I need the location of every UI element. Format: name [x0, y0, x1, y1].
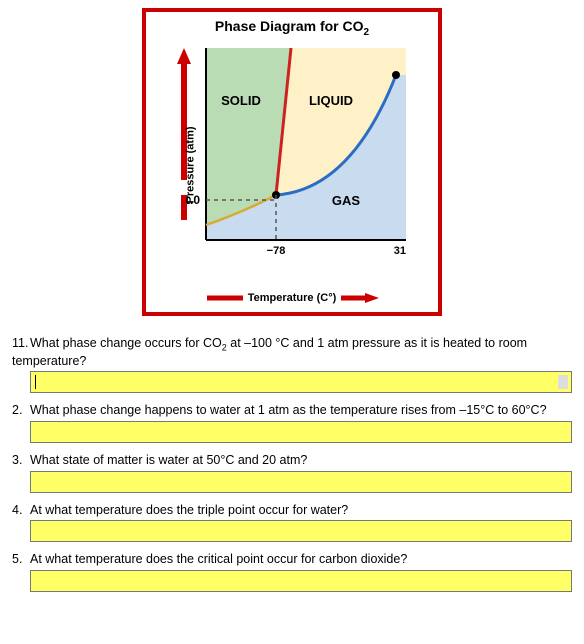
question-text: 4.At what temperature does the triple po…: [12, 503, 572, 519]
question-row: 4.At what temperature does the triple po…: [12, 503, 572, 543]
question-number: 11.: [12, 336, 30, 352]
question-text: 5.At what temperature does the critical …: [12, 552, 572, 568]
svg-text:LIQUID: LIQUID: [309, 93, 353, 108]
question-row: 2.What phase change happens to water at …: [12, 403, 572, 443]
x-axis-arrow-left: [205, 292, 245, 304]
question-number: 4.: [12, 503, 30, 519]
question-row: 11.What phase change occurs for CO2 at –…: [12, 336, 572, 393]
x-axis-arrow-right: [339, 292, 379, 304]
question-text: 11.What phase change occurs for CO2 at –…: [12, 336, 572, 369]
x-axis-label: Temperature (C°): [248, 292, 337, 304]
svg-text:SOLID: SOLID: [221, 93, 261, 108]
chart-area: SOLIDLIQUIDGAS 1.0−7831 Pressure (atm): [156, 40, 428, 290]
svg-text:−78: −78: [267, 245, 286, 257]
diagram-title: Phase Diagram for CO2: [156, 18, 428, 38]
question-number: 5.: [12, 552, 30, 568]
question-text: 2.What phase change happens to water at …: [12, 403, 572, 419]
question-row: 3.What state of matter is water at 50°C …: [12, 453, 572, 493]
x-axis-label-row: Temperature (C°): [156, 292, 428, 304]
question-number: 2.: [12, 403, 30, 419]
question-number: 3.: [12, 453, 30, 469]
svg-text:31: 31: [394, 245, 406, 257]
answer-input[interactable]: [30, 421, 572, 443]
phase-diagram-svg: SOLIDLIQUIDGAS 1.0−7831: [156, 40, 428, 262]
answer-input[interactable]: [30, 520, 572, 542]
text-cursor: [35, 375, 36, 389]
phase-diagram-frame: Phase Diagram for CO2 SOLIDLIQUIDGAS 1.0…: [142, 8, 442, 316]
answer-input[interactable]: [30, 471, 572, 493]
svg-text:GAS: GAS: [332, 193, 361, 208]
title-sub: 2: [364, 27, 370, 38]
question-row: 5.At what temperature does the critical …: [12, 552, 572, 592]
question-text: 3.What state of matter is water at 50°C …: [12, 453, 572, 469]
answer-input[interactable]: [30, 371, 572, 393]
answer-input[interactable]: [30, 570, 572, 592]
y-axis-label: Pressure (atm): [185, 126, 197, 203]
questions-list: 11.What phase change occurs for CO2 at –…: [0, 336, 584, 592]
title-text: Phase Diagram for CO: [215, 18, 364, 34]
